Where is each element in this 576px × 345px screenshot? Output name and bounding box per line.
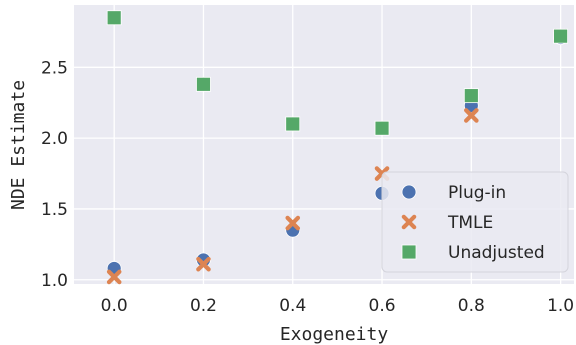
data-point	[285, 116, 301, 132]
y-tick-label: 1.0	[41, 271, 68, 291]
legend-marker	[401, 214, 417, 230]
legend-label: Unadjusted	[448, 243, 545, 263]
data-point	[374, 120, 390, 136]
data-point	[106, 269, 122, 285]
x-marker-stroke	[196, 256, 211, 272]
legend-label: TMLE	[447, 213, 493, 233]
x-axis-title: Exogeneity	[280, 324, 389, 345]
legend: Plug-in TMLE Unadjusted	[381, 171, 569, 273]
legend-item: TMLE	[401, 213, 493, 233]
x-marker-stroke	[401, 214, 417, 230]
x-tick-label: 0.4	[279, 296, 306, 316]
grid	[74, 5, 574, 284]
x-marker-stroke	[285, 215, 301, 231]
y-tick-label: 1.5	[41, 200, 68, 220]
y-tick-label: 2.5	[41, 58, 68, 78]
data-point	[464, 108, 479, 123]
x-axis-ticks: 0.0 0.2 0.4 0.6 0.8 1.0	[101, 296, 574, 316]
legend-marker	[401, 184, 417, 200]
legend-item: Unadjusted	[401, 243, 545, 263]
x-tick-label: 0.8	[458, 296, 485, 316]
data-point	[196, 256, 211, 272]
data-point	[553, 28, 569, 44]
data-point	[196, 76, 211, 92]
data-point	[463, 88, 479, 104]
x-tick-label: 1.0	[547, 296, 574, 316]
data-point	[285, 215, 301, 231]
x-tick-label: 0.6	[369, 296, 396, 316]
legend-box	[381, 171, 569, 273]
series-unadjusted	[106, 10, 569, 136]
legend-label: Plug-in	[448, 183, 506, 203]
x-tick-label: 0.0	[101, 296, 128, 316]
y-tick-label: 2.0	[41, 129, 68, 149]
legend-item: Plug-in	[401, 183, 506, 203]
y-axis-title: NDE Estimate	[8, 80, 29, 210]
legend-marker	[401, 244, 417, 260]
y-axis-ticks: 1.0 1.5 2.0 2.5	[41, 58, 68, 290]
x-tick-label: 0.2	[190, 296, 217, 316]
x-marker-stroke	[464, 108, 479, 123]
x-marker-stroke	[106, 269, 122, 285]
data-point	[106, 10, 122, 26]
